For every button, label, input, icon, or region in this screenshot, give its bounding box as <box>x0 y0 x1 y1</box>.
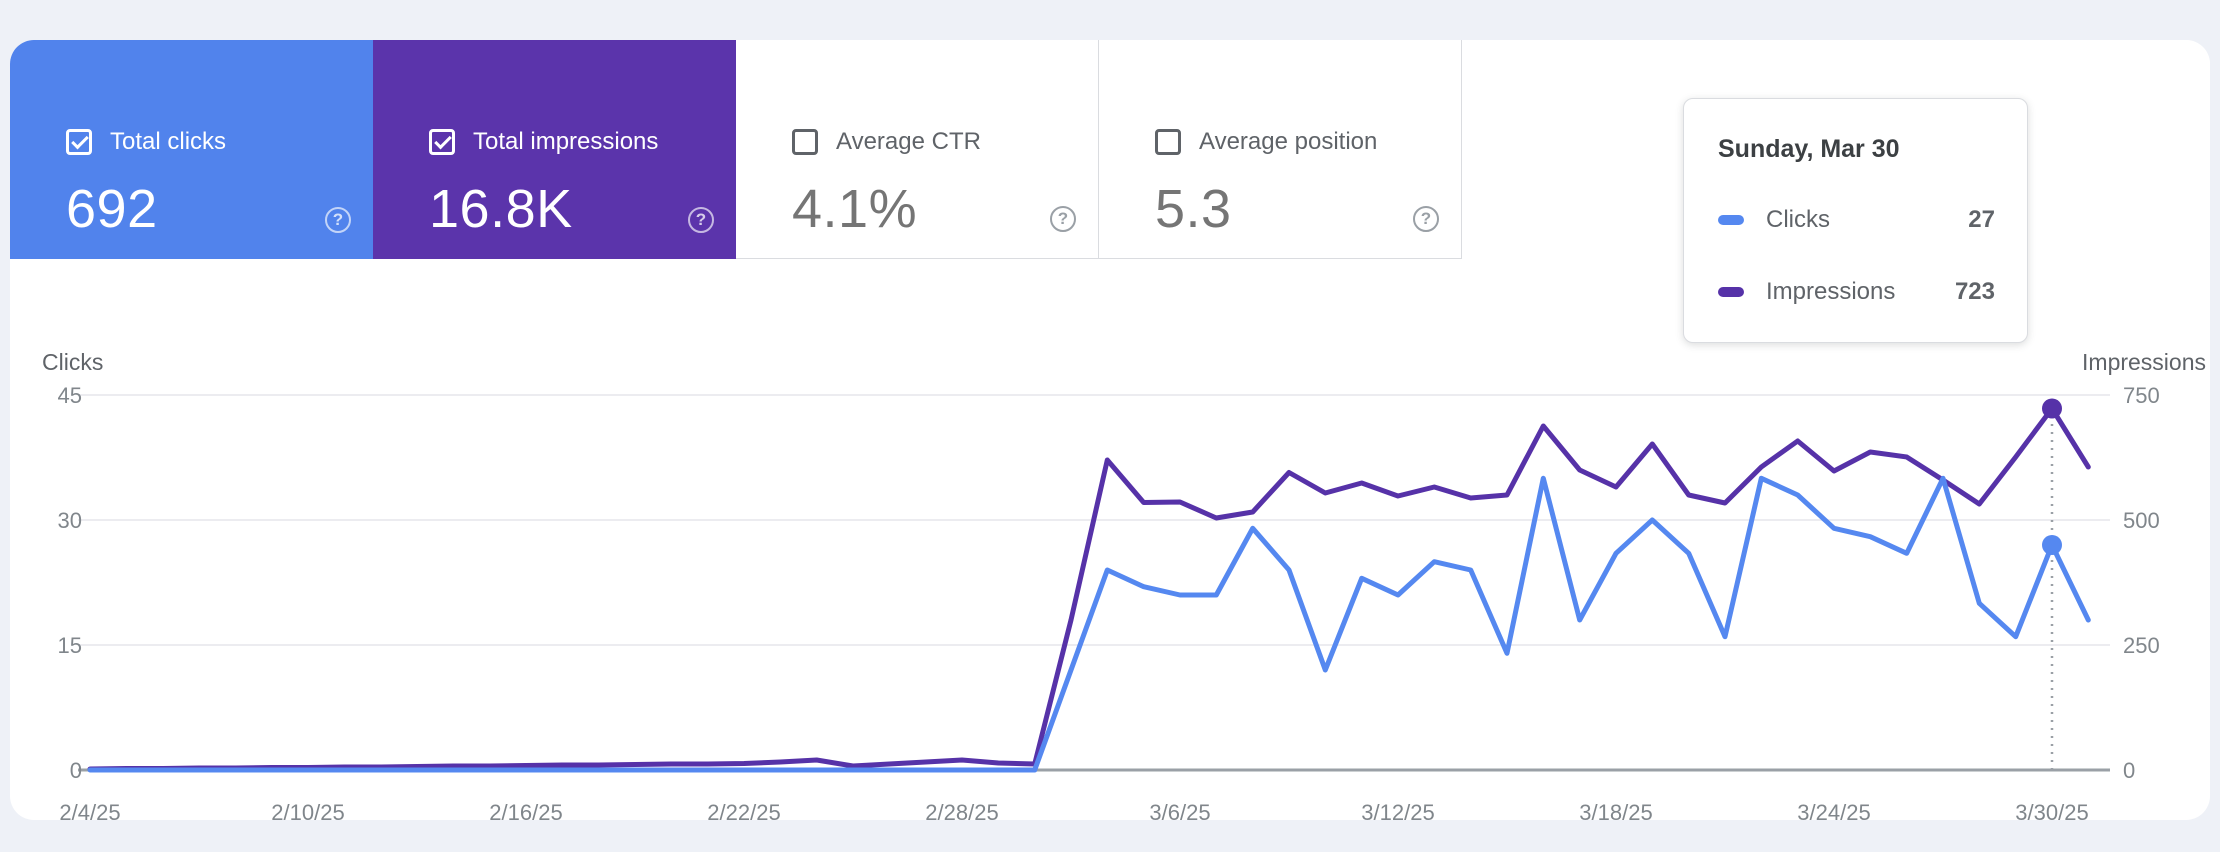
tooltip-row-clicks: Clicks 27 <box>1718 206 1995 234</box>
right-axis-title: Impressions <box>2082 349 2206 375</box>
metric-card-total-impressions[interactable]: Total impressions 16.8K ? <box>373 40 736 259</box>
metric-card-label: Average CTR <box>836 128 981 155</box>
metric-card-value: 5.3 <box>1155 179 1232 239</box>
tooltip-label: Clicks <box>1766 206 1830 233</box>
x-axis-date-label: 3/6/25 <box>1149 800 1210 820</box>
metric-card-value: 16.8K <box>429 179 573 239</box>
x-axis-date-label: 3/30/25 <box>2015 800 2088 820</box>
chart-canvas[interactable]: Clicks Impressions 45 30 15 0 750 500 250 0 2/4/25… <box>10 250 2210 820</box>
checkbox-checked-icon[interactable] <box>429 129 455 155</box>
x-axis-date-label: 2/10/25 <box>271 800 344 820</box>
right-axis-tick: 750 <box>2123 383 2160 408</box>
left-axis-title: Clicks <box>42 349 103 375</box>
checkbox-unchecked-icon[interactable] <box>1155 129 1181 155</box>
metric-card-value: 4.1% <box>792 179 918 239</box>
clicks-series-swatch-icon <box>1718 215 1744 225</box>
left-axis-tick: 30 <box>58 508 82 533</box>
metric-card-average-position[interactable]: Average position 5.3 ? <box>1099 40 1462 259</box>
tooltip-date-title: Sunday, Mar 30 <box>1718 135 1900 163</box>
metric-card-value: 692 <box>66 179 158 239</box>
help-icon[interactable]: ? <box>1413 206 1439 232</box>
left-axis-tick: 0 <box>70 758 82 783</box>
x-axis-date-label: 2/28/25 <box>925 800 998 820</box>
metric-card-total-clicks[interactable]: Total clicks 692 ? <box>10 40 373 259</box>
metric-card-header: Average CTR <box>792 128 1098 156</box>
metric-card-label: Total clicks <box>110 128 227 155</box>
metric-card-label: Total impressions <box>473 128 659 155</box>
metric-card-average-ctr[interactable]: Average CTR 4.1% ? <box>736 40 1099 259</box>
x-axis-date-label: 3/24/25 <box>1797 800 1870 820</box>
tooltip-value: 723 <box>1954 278 1995 305</box>
performance-chart[interactable]: Clicks Impressions 45 30 15 0 750 500 250 0 2/4/25… <box>10 250 2210 820</box>
metric-cards-row: Total clicks 692 ? Total impressions 16.… <box>10 40 2210 259</box>
tooltip-value: 27 <box>1968 206 1995 233</box>
metric-card-label: Average position <box>1199 128 1378 155</box>
right-axis-tick: 250 <box>2123 633 2160 658</box>
metric-card-header: Average position <box>1155 128 1461 156</box>
tooltip-label: Impressions <box>1766 278 1896 305</box>
help-icon[interactable]: ? <box>1050 206 1076 232</box>
right-axis-tick: 0 <box>2123 758 2135 783</box>
x-axis-date-label: 3/18/25 <box>1579 800 1652 820</box>
left-axis-tick: 15 <box>58 633 82 658</box>
left-axis-tick: 45 <box>58 383 82 408</box>
x-axis-date-label: 2/4/25 <box>59 800 120 820</box>
impressions-line <box>87 406 2091 772</box>
help-icon[interactable]: ? <box>688 207 714 233</box>
clicks-hover-dot <box>2042 535 2062 555</box>
help-icon[interactable]: ? <box>325 207 351 233</box>
tooltip-row-impressions: Impressions 723 <box>1718 278 1995 306</box>
impressions-hover-dot <box>2042 398 2062 419</box>
performance-panel: Total clicks 692 ? Total impressions 16.… <box>10 40 2210 820</box>
metric-card-header: Total impressions <box>429 128 736 156</box>
checkbox-unchecked-icon[interactable] <box>792 129 818 155</box>
x-axis-date-label: 2/22/25 <box>707 800 780 820</box>
impressions-series-swatch-icon <box>1718 287 1744 297</box>
x-axis-date-label: 3/12/25 <box>1361 800 1434 820</box>
x-axis-date-label: 2/16/25 <box>489 800 562 820</box>
clicks-line <box>87 475 2091 773</box>
checkbox-checked-icon[interactable] <box>66 129 92 155</box>
chart-tooltip: Sunday, Mar 30 Clicks 27 Impressions 723 <box>1683 98 2028 343</box>
metric-card-header: Total clicks <box>66 128 373 156</box>
right-axis-tick: 500 <box>2123 508 2160 533</box>
